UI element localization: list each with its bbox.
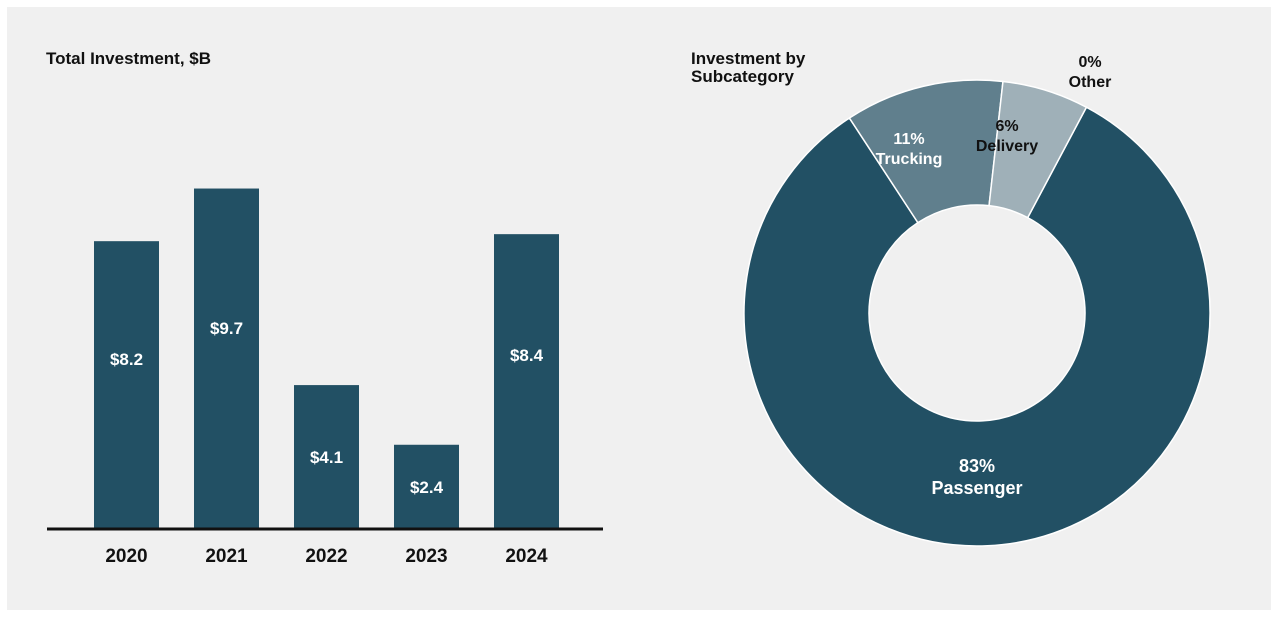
- chart-canvas: $8.2 2020 $9.7 2021 $4.1 2022 $2.4 2023 $8.4 2024…: [47, 54, 1211, 567]
- bar-2020: [94, 241, 159, 529]
- x-tick-label-2021: 2021: [205, 546, 248, 567]
- pie-pct-label-other: 0%: [1078, 54, 1101, 71]
- bar-value-label-2021: $9.7: [210, 319, 243, 338]
- bar-value-label-2022: $4.1: [310, 448, 343, 467]
- bar-value-label-2023: $2.4: [410, 478, 444, 497]
- bar-value-label-2024: $8.4: [510, 346, 544, 365]
- bar-value-label-2020: $8.2: [110, 350, 143, 369]
- x-tick-label-2024: 2024: [505, 546, 548, 567]
- pie-name-label-other: Other: [1069, 74, 1112, 91]
- pie-name-label-delivery: Delivery: [976, 138, 1038, 155]
- pie-slice-delivery: [988, 80, 1088, 219]
- x-tick-label-2023: 2023: [405, 546, 447, 567]
- pie-chart-title: Investment by Subcategory: [691, 49, 806, 86]
- pie-name-label-trucking: Trucking: [876, 151, 943, 168]
- bar-2024: [494, 234, 559, 529]
- chart-panel: Total Investment, $B Investment by Subca…: [7, 7, 1271, 610]
- bar-chart-title: Total Investment, $B: [46, 49, 211, 68]
- bar-2021: [194, 188, 259, 529]
- pie-pct-label-trucking: 11%: [893, 131, 924, 148]
- bar-2023: [394, 444, 459, 529]
- pie-pct-label-passenger: 83%: [959, 456, 995, 476]
- pie-name-label-passenger: Passenger: [931, 478, 1022, 498]
- bar-2022: [294, 385, 359, 529]
- x-tick-label-2022: 2022: [305, 546, 347, 567]
- x-tick-label-2020: 2020: [105, 546, 147, 567]
- pie-slice-passenger: [743, 106, 1211, 547]
- pie-pct-label-delivery: 6%: [995, 118, 1018, 135]
